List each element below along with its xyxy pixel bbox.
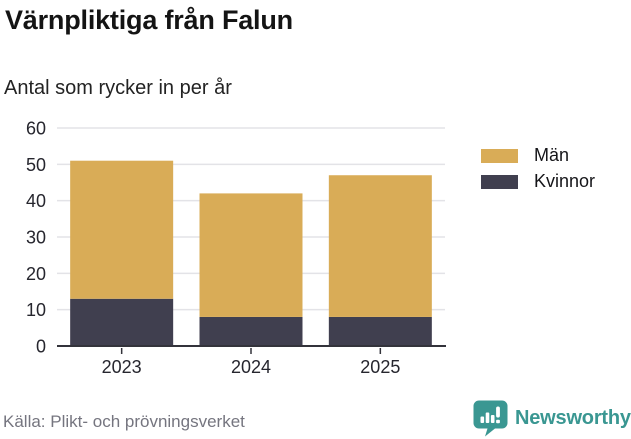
svg-text:20: 20 (26, 264, 46, 284)
svg-text:30: 30 (26, 228, 46, 248)
legend-item-man: Män (481, 145, 595, 165)
chart-title: Värnpliktiga från Falun (5, 5, 293, 35)
svg-text:40: 40 (26, 191, 46, 211)
legend-swatch-kvinnor (481, 174, 518, 189)
svg-text:10: 10 (26, 300, 46, 320)
chart-subtitle: Antal som rycker in per år (4, 77, 232, 99)
newsworthy-logo-text: Newsworthy (515, 407, 631, 429)
svg-text:60: 60 (26, 119, 46, 139)
legend-label-man: Män (534, 145, 570, 165)
newsworthy-logo-icon (473, 400, 508, 437)
svg-text:0: 0 (36, 337, 46, 357)
source-caption: Källa: Plikt- och prövningsverket (3, 412, 245, 431)
chart-legend: Män Kvinnor (481, 145, 596, 200)
legend-swatch-man (481, 148, 518, 163)
legend-item-kvinnor: Kvinnor (481, 171, 596, 191)
svg-text:2024: 2024 (231, 357, 271, 377)
newsworthy-logo[interactable]: Newsworthy (473, 400, 631, 437)
legend-label-kvinnor: Kvinnor (534, 171, 596, 191)
svg-text:2025: 2025 (360, 357, 400, 377)
svg-text:50: 50 (26, 155, 46, 175)
svg-text:2023: 2023 (102, 357, 142, 377)
